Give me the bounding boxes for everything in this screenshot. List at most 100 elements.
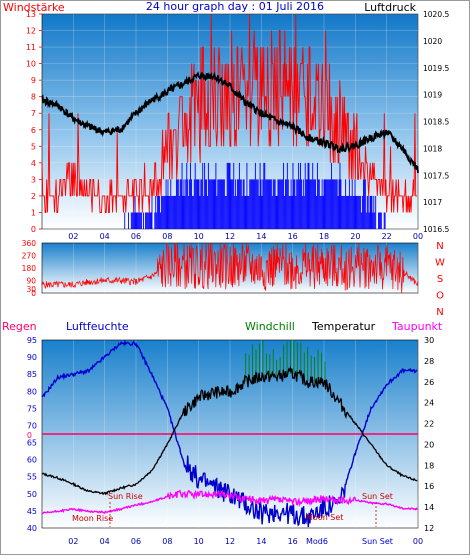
pressure-label: Luftdruck <box>364 1 416 14</box>
panel1-left-tick-label: 6 <box>31 126 36 135</box>
panel3-left-tick-label: 45 <box>27 507 37 516</box>
panel3-right-tick-label: 22 <box>424 420 434 429</box>
regen-label: Regen <box>2 320 37 333</box>
taupunkt-label: Taupunkt <box>391 320 443 333</box>
panel3-left-tick-label: 90 <box>27 353 37 362</box>
temperature-humidity-panel: 40 45 50 55 60 65 70 75 80 85 90 95 12 14 16 18 20 22 24 2… <box>2 320 443 546</box>
panel3-left-tick-label: 85 <box>27 370 37 379</box>
panel3-right-tick-label: 30 <box>424 336 434 345</box>
panel1-left-tick-label: 5 <box>31 142 36 151</box>
panel3-x-tick-label: 00 <box>413 537 423 546</box>
panel2-left-tick-label: 0 <box>31 289 36 298</box>
panel3-left-axis: 40 45 50 55 60 65 70 75 80 85 90 95 <box>27 336 37 533</box>
luftfeuchte-label: Luftfeuchte <box>66 320 129 333</box>
windchill-label: Windchill <box>245 320 295 333</box>
sun-set-time-label: Sun Set <box>362 537 393 546</box>
panel3-right-tick-label: 20 <box>424 440 434 449</box>
panel1-left-tick-label: 3 <box>31 175 36 184</box>
pressure-line <box>41 71 419 173</box>
panel1-x-tick-label: 02 <box>68 232 78 241</box>
panel1-left-tick-label: 11 <box>26 43 36 52</box>
moon-rise-annotation: Moon Rise <box>72 514 113 523</box>
moon-set-time-label: Mod6 <box>306 537 328 546</box>
panel3-left-tick-label: 60 <box>27 456 37 465</box>
panel3-left-tick-label: 75 <box>27 404 37 413</box>
panel1-right-tick-label: 1020.5 <box>423 10 449 19</box>
panel1-series <box>41 13 419 229</box>
panel3-right-tick-label: 12 <box>424 524 434 533</box>
panel1-x-tick-label: 16 <box>288 232 298 241</box>
panel1-left-tick-label: 10 <box>26 60 36 69</box>
panel1-right-tick-label: 1018.5 <box>423 118 449 127</box>
panel1-x-tick-label: 22 <box>382 232 392 241</box>
panel1-right-tick-label: 1017.5 <box>423 171 449 180</box>
panel3-x-tick-label: 16 <box>288 537 298 546</box>
panel3-right-tick-label: 24 <box>424 399 434 408</box>
panel3-right-tick-label: 14 <box>424 503 434 512</box>
panel1-right-tick-label: 1017 <box>423 198 442 207</box>
panel3-left-tick-label: 50 <box>27 490 37 499</box>
panel1-x-tick-label: 18 <box>319 232 329 241</box>
direction-label: W <box>435 258 445 269</box>
panel1-right-tick-label: 1019.5 <box>423 64 449 73</box>
temperatur-label: Temperatur <box>311 320 376 333</box>
panel3-x-tick-label: 06 <box>131 537 141 546</box>
direction-label: N <box>436 307 443 318</box>
panel3-left-tick-label: 65 <box>27 439 37 448</box>
temperature-line <box>41 365 418 496</box>
panel3-x-tick-label: 10 <box>194 537 204 546</box>
panel2-left-tick-label: 30 <box>26 285 36 294</box>
panel3-left-tick-label: 40 <box>27 524 37 533</box>
direction-label: N <box>436 241 443 252</box>
panel1-left-tick-label: 1 <box>31 208 36 217</box>
panel1-x-tick-label: 08 <box>162 232 172 241</box>
panel3-x-tick-label: 04 <box>100 537 110 546</box>
panel1-right-tick-label: 1016.5 <box>423 225 449 234</box>
panel1-x-tick-label: 10 <box>194 232 204 241</box>
wind-strength-line <box>41 13 418 213</box>
panel3-x-axis: 02 04 06 08 10 12 14 16 00 <box>68 537 423 546</box>
panel1-left-tick-label: 13 <box>26 10 36 19</box>
wind-direction-line <box>41 242 418 294</box>
panel3-x-tick-label: 08 <box>162 537 172 546</box>
panel2-left-tick-label: 270 <box>22 252 37 261</box>
panel1-left-tick-label: 0 <box>31 225 36 234</box>
panel3-x-tick-label: 12 <box>225 537 235 546</box>
panel3-left-tick-label: 55 <box>27 473 37 482</box>
panel1-left-tick-label: 9 <box>31 76 36 85</box>
sun-set-annotation: Sun Set <box>362 492 393 501</box>
panel3-right-axis: 12 14 16 18 20 22 24 26 28 30 <box>424 336 434 533</box>
panel1-right-tick-label: 1020 <box>423 37 442 46</box>
regen-zero-marker: 0 <box>27 431 32 440</box>
moon-set-annotation: Moon Set <box>306 513 343 522</box>
sun-rise-annotation: Sun Rise <box>108 492 143 501</box>
panel1-right-tick-label: 1019 <box>423 91 442 100</box>
panel1-x-tick-label: 00 <box>413 232 423 241</box>
panel3-left-tick-label: 95 <box>27 336 37 345</box>
dewpoint-line <box>41 489 418 515</box>
panel1-x-tick-label: 06 <box>131 232 141 241</box>
panel2-series <box>41 242 418 294</box>
direction-label: O <box>436 291 444 302</box>
panel1-right-axis: 1016.5 1017 1017.5 1018 1018.5 1019 1019.5 1020… <box>423 10 449 234</box>
panel1-left-tick-label: 4 <box>31 159 36 168</box>
panel1-x-tick-label: 14 <box>256 232 266 241</box>
panel3-x-tick-label: 14 <box>256 537 266 546</box>
panel3-right-tick-label: 18 <box>424 461 434 470</box>
wind-strength-label: Windstärke <box>3 1 65 14</box>
panel3-left-tick-label: 70 <box>27 421 37 430</box>
panel1-left-tick-label: 7 <box>31 109 36 118</box>
panel3-right-tick-label: 16 <box>424 482 434 491</box>
panel1-right-tick-label: 1018 <box>423 144 442 153</box>
panel2-left-tick-label: 360 <box>22 239 37 248</box>
panel3-right-tick-label: 28 <box>424 357 434 366</box>
panel3-series <box>41 339 418 528</box>
panel1-x-tick-label: 12 <box>225 232 235 241</box>
panel2-left-tick-label: 180 <box>22 264 37 273</box>
